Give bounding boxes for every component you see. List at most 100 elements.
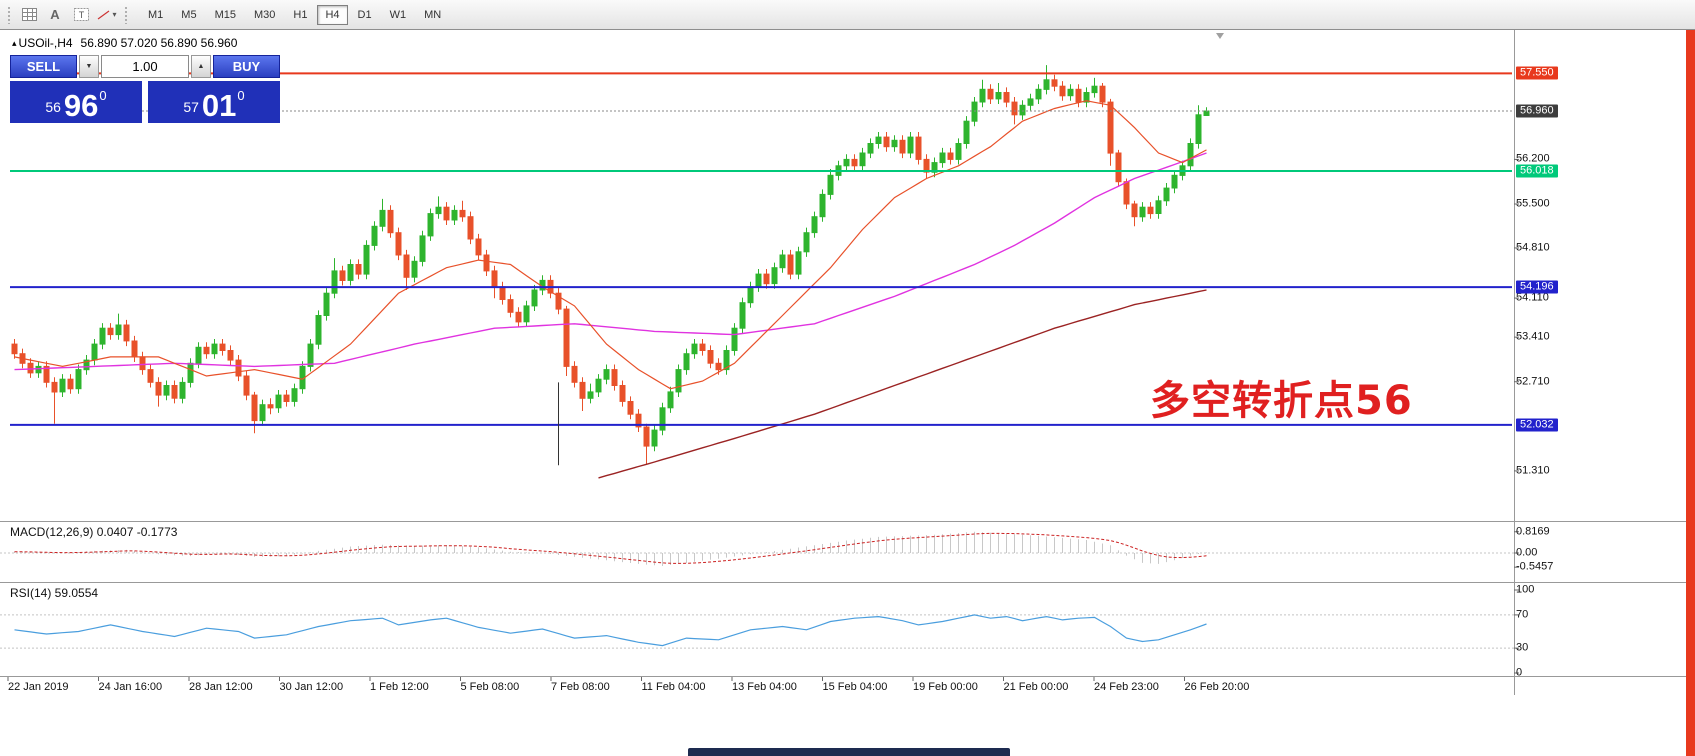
- boxed-t-icon: T: [73, 8, 89, 21]
- candle-body: [267, 404, 274, 409]
- toolbar-grip[interactable]: [7, 5, 12, 24]
- candle-body: [259, 404, 266, 422]
- price-scale[interactable]: 56.200 55.500 54.810 54.110 53.410 52.710 51.3…: [1516, 0, 1688, 756]
- candle-body: [1043, 79, 1050, 90]
- volume-decrease-button[interactable]: ▼: [79, 55, 99, 78]
- dropdown-caret-icon: ▾: [112, 10, 117, 19]
- candle-body: [435, 206, 442, 215]
- screen-edge-strip: [1686, 30, 1695, 756]
- toolbar-grip[interactable]: [124, 5, 129, 24]
- grid-tool-icon[interactable]: [16, 4, 42, 26]
- candle-body: [955, 143, 962, 160]
- candle-body: [627, 401, 634, 415]
- price-tick-label: 55.500: [1516, 197, 1550, 210]
- candle-body: [803, 232, 810, 253]
- buy-price-big: 01: [201, 87, 237, 123]
- text-label-icon[interactable]: A: [42, 4, 68, 26]
- chart-marker-icon: ▴: [12, 38, 17, 48]
- candle-body: [611, 369, 618, 387]
- price-tick-label: 54.810: [1516, 241, 1550, 254]
- macd-tick-label: -0.5457: [1516, 560, 1554, 573]
- candle-body: [315, 315, 322, 345]
- chart-shift-marker-icon[interactable]: [1216, 33, 1224, 39]
- candle-body: [1115, 152, 1122, 183]
- candle-body: [811, 216, 818, 234]
- candle-body: [723, 350, 730, 371]
- candle-body: [107, 327, 114, 336]
- timeframe-button-m1[interactable]: M1: [140, 5, 171, 25]
- price-level-label: 54.196: [1516, 280, 1558, 294]
- candle-body: [827, 174, 834, 195]
- candle-body: [875, 136, 882, 145]
- timeframe-button-d1[interactable]: D1: [350, 5, 380, 25]
- up-arrow-icon: ▲: [197, 63, 205, 70]
- candle-body: [619, 385, 626, 402]
- ma-fast-line: [14, 100, 1207, 390]
- candle-body: [763, 273, 770, 285]
- price-tick-label: 52.710: [1516, 375, 1550, 388]
- price-tick-label: 54.110: [1516, 291, 1549, 304]
- candle-body: [883, 136, 890, 148]
- candle-body: [651, 429, 658, 447]
- candle-body: [915, 136, 922, 160]
- candle-body: [467, 216, 474, 240]
- candle-body: [1171, 174, 1178, 189]
- candle-body: [843, 158, 850, 167]
- volume-increase-button[interactable]: ▲: [191, 55, 211, 78]
- candle-body: [371, 225, 378, 246]
- symbol-ohlc-values: 56.890 57.020 56.890 56.960: [80, 36, 238, 50]
- svg-text:T: T: [78, 10, 84, 20]
- candle-body: [243, 375, 250, 396]
- sell-price-prefix: 56: [45, 99, 61, 115]
- candle-body: [675, 369, 682, 393]
- buy-button[interactable]: BUY: [213, 55, 280, 78]
- candle-body: [819, 193, 826, 218]
- sell-button[interactable]: SELL: [10, 55, 77, 78]
- candle-body: [987, 88, 994, 100]
- rsi-tick-label: 0: [1516, 666, 1523, 679]
- candle-body: [1027, 98, 1034, 106]
- timeframe-button-m30[interactable]: M30: [246, 5, 283, 25]
- candle-body: [659, 407, 666, 431]
- candle-body: [235, 359, 242, 377]
- sell-price-sup: 0: [99, 88, 107, 103]
- timeframe-button-w1[interactable]: W1: [382, 5, 415, 25]
- chart-annotation: 多空转折点56: [1150, 378, 1413, 424]
- candle-body: [555, 292, 562, 310]
- candle-body: [211, 343, 218, 355]
- volume-input[interactable]: [101, 55, 189, 78]
- candle-body: [171, 385, 178, 399]
- candle-body: [995, 92, 1002, 100]
- timeframe-button-h1[interactable]: H1: [285, 5, 315, 25]
- candle-body: [683, 353, 690, 371]
- candle-body: [363, 244, 370, 275]
- sell-price-display[interactable]: 56 96 0: [10, 81, 142, 123]
- macd-indicator-label: MACD(12,26,9) 0.0407 -0.1773: [10, 525, 178, 539]
- buy-price-display[interactable]: 57 01 0: [148, 81, 280, 123]
- line-studies-icon[interactable]: ▾: [94, 4, 120, 26]
- candle-body: [635, 413, 642, 428]
- candle-body: [691, 343, 698, 355]
- candle-body: [867, 143, 874, 154]
- rsi-tick-label: 30: [1516, 641, 1529, 654]
- candle-body: [523, 305, 530, 323]
- candle-body: [275, 394, 282, 409]
- text-box-icon[interactable]: T: [68, 4, 94, 26]
- macd-tick-label: 0.8169: [1516, 525, 1550, 538]
- timeframe-button-mn[interactable]: MN: [416, 5, 449, 25]
- candle-body: [443, 206, 450, 221]
- candle-body: [747, 286, 754, 304]
- ma-mid-line: [14, 152, 1207, 371]
- candle-body: [1099, 85, 1106, 103]
- timeframe-button-m15[interactable]: M15: [207, 5, 244, 25]
- candle-body: [731, 327, 738, 352]
- candle-body: [531, 289, 538, 307]
- candle-body: [187, 362, 194, 383]
- candle-body: [507, 299, 514, 313]
- candle-body: [579, 381, 586, 399]
- candle-body: [1067, 88, 1074, 97]
- candle-body: [907, 136, 914, 154]
- timeframe-button-m5[interactable]: M5: [173, 5, 204, 25]
- timeframe-button-h4[interactable]: H4: [317, 4, 348, 25]
